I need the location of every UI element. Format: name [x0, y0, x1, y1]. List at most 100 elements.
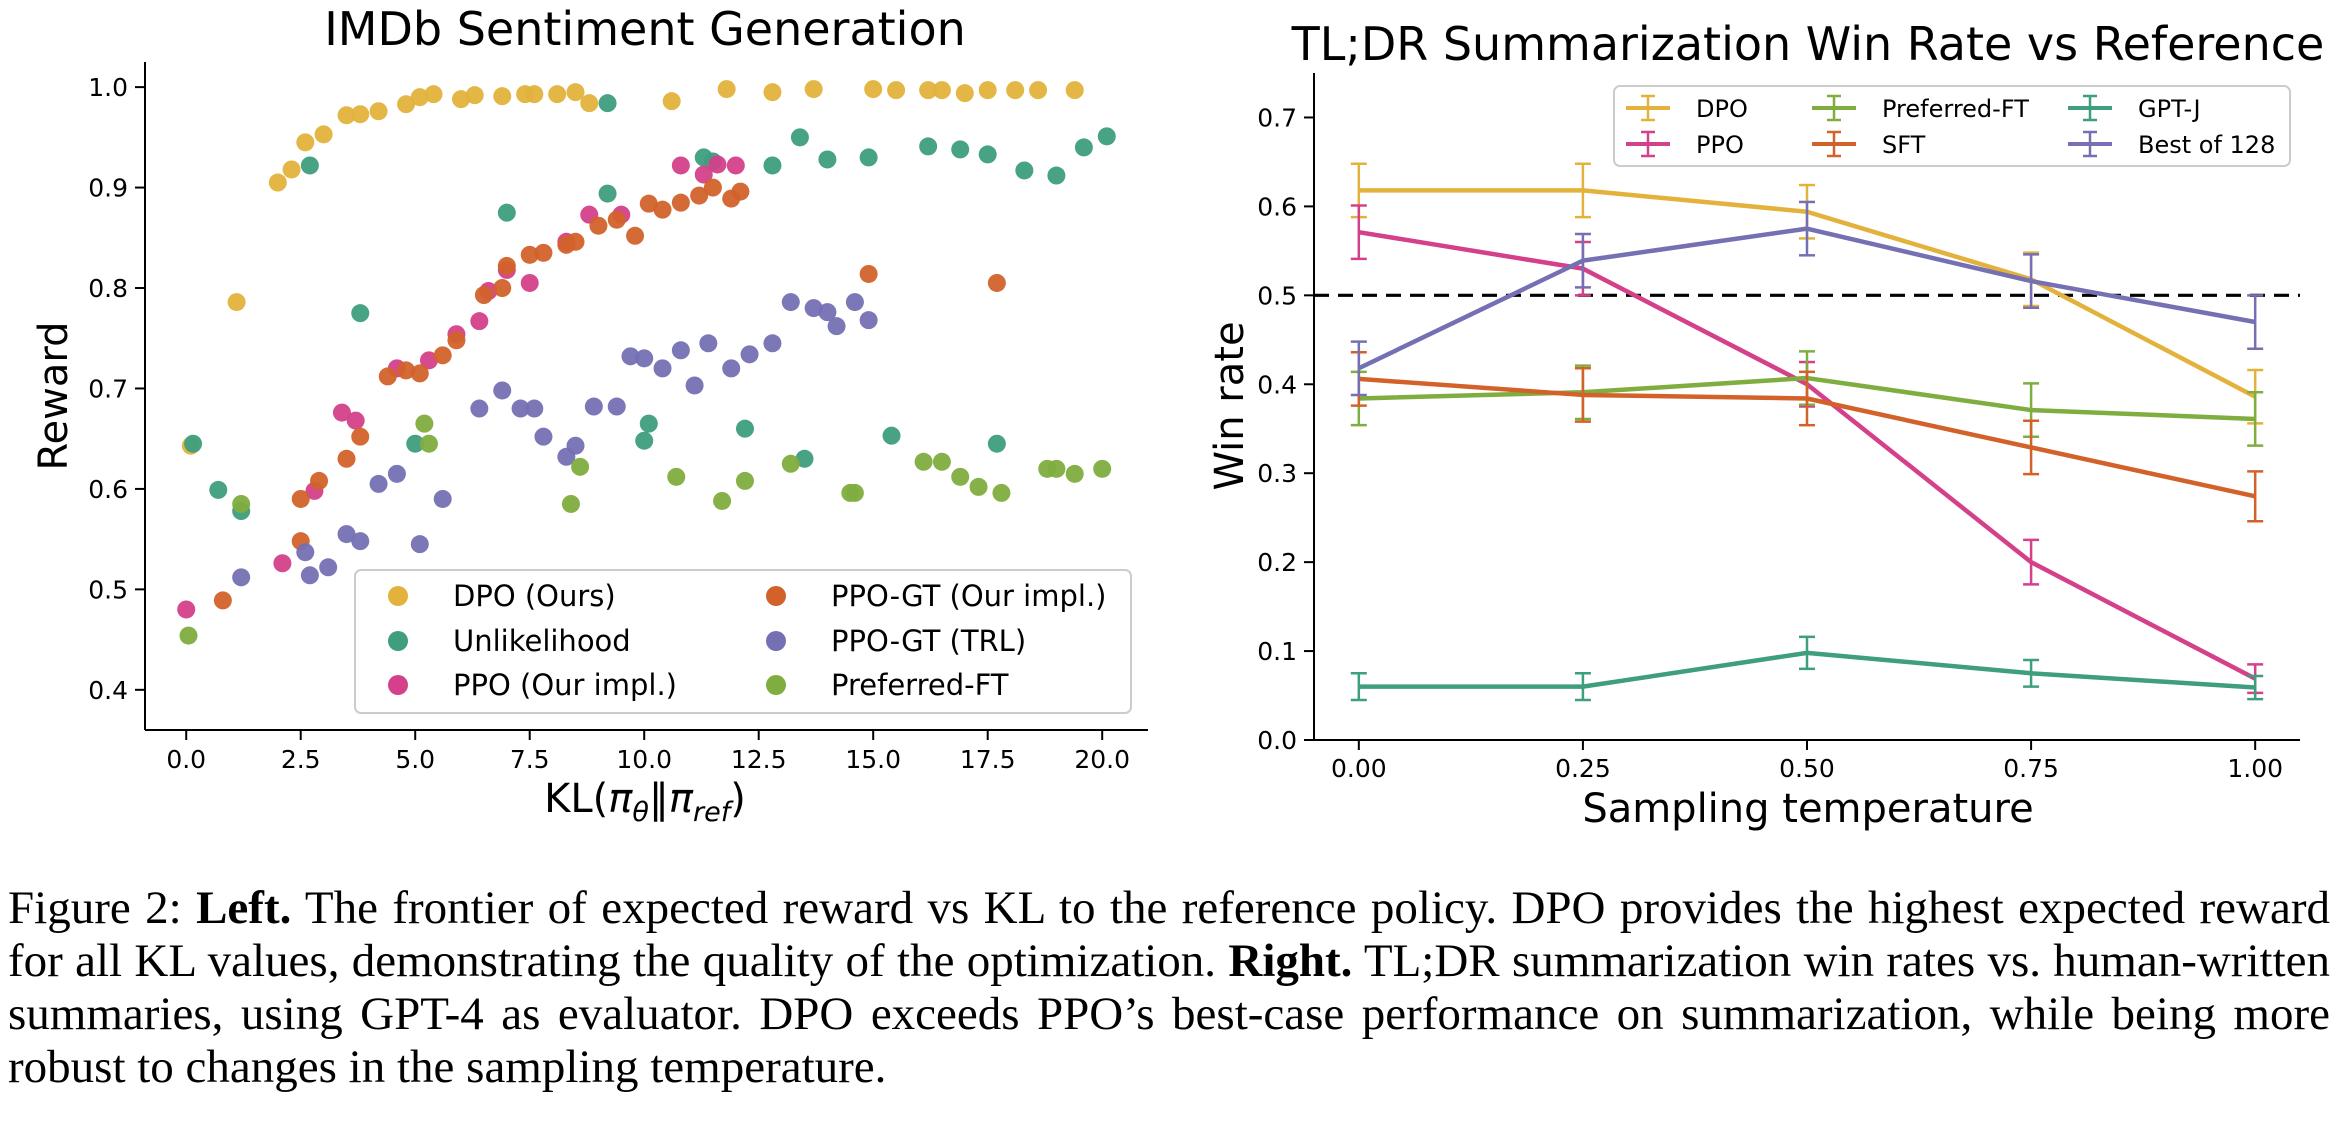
tldr-y-ticks: 0.0 0.1 0.2 0.3 0.4 0.5 0.6 0.7 — [1257, 103, 1314, 755]
dpo-ours-point — [978, 81, 997, 100]
imdb-y-tick-label: 0.6 — [88, 475, 128, 504]
ppo-gt-our-impl-point — [291, 489, 310, 508]
ppo-gt-trl-point — [607, 397, 626, 416]
unlikelihood-point — [978, 145, 997, 164]
dpo-ours-point — [919, 81, 938, 100]
tldr-y-tick-label: 0.7 — [1257, 103, 1297, 132]
unlikelihood-point — [1074, 138, 1093, 157]
dpo-ours-point — [351, 105, 370, 124]
dpo-ours-point — [268, 173, 287, 192]
unlikelihood-point — [735, 419, 754, 438]
sft-error-bar — [1574, 367, 1591, 423]
dpo-ours-point — [369, 102, 388, 121]
imdb-y-tick-label: 0.7 — [88, 374, 128, 403]
preferred-ft-point — [845, 483, 864, 502]
tldr-legend-entries: DPO PPO Preferred-FT SFT GPT-J Best of 128 — [1626, 94, 2275, 159]
unlikelihood-point — [1047, 166, 1066, 185]
ppo-our-impl-point — [726, 156, 745, 175]
unlikelihood-point — [300, 156, 319, 175]
unlikelihood-point — [987, 434, 1006, 453]
ppo-gt-trl-point — [410, 535, 429, 554]
ppo-gt-trl-point — [827, 317, 846, 336]
ppo-our-impl-point — [708, 155, 727, 174]
preferred-ft-point — [781, 454, 800, 473]
ppo-gt-trl-point — [763, 334, 782, 353]
best-of-128-error-bar — [2247, 294, 2264, 350]
dpo-ours-point — [397, 95, 416, 114]
ppo-gt-our-impl-point — [447, 331, 466, 350]
dpo-ours-point — [465, 86, 484, 105]
imdb-y-tick-label: 1.0 — [88, 73, 128, 102]
ppo-gt-trl-point — [781, 293, 800, 312]
ppo-gt-our-impl-point — [433, 346, 452, 365]
ppo-gt-trl-point — [699, 334, 718, 353]
tldr-legend-marker — [1812, 130, 1856, 158]
tldr-y-tick-label: 0.5 — [1257, 281, 1297, 310]
ppo-gt-trl-point — [804, 299, 823, 318]
preferred-ft-point — [571, 457, 590, 476]
dpo-ours-point — [932, 81, 951, 100]
ppo-error-bar — [1350, 204, 1367, 261]
ppo-gt-our-impl-point — [589, 216, 608, 235]
unlikelihood-point — [951, 140, 970, 159]
ppo-gt-trl-point — [584, 397, 603, 416]
dpo-ours-point — [525, 85, 544, 104]
ppo-gt-our-impl-point — [703, 178, 722, 197]
tldr-x-label: Sampling temperature — [1582, 786, 2033, 832]
tldr-y-label: Win rate — [1207, 321, 1253, 490]
tldr-legend-marker — [2068, 130, 2112, 158]
imdb-legend-marker — [766, 631, 786, 651]
ppo-gt-our-impl-point — [534, 243, 553, 262]
tldr-y-tick-label: 0.4 — [1257, 370, 1297, 399]
ppo-gt-our-impl-point — [639, 194, 658, 213]
ppo-our-impl-point — [671, 156, 690, 175]
gpt-j-error-bar — [2023, 658, 2040, 688]
dpo-ours-point — [864, 80, 883, 99]
tldr-legend-marker — [1626, 130, 1670, 158]
tldr-legend-label: DPO — [1696, 95, 1748, 123]
preferred-ft-point — [713, 491, 732, 510]
imdb-legend-marker — [766, 586, 786, 606]
unlikelihood-point — [1015, 161, 1034, 180]
tldr-x-tick-label: 1.00 — [2227, 754, 2283, 783]
preferred-ft-point — [561, 494, 580, 513]
ppo-gt-our-impl-point — [859, 264, 878, 283]
imdb-chart-title: IMDb Sentiment Generation — [324, 2, 966, 56]
ppo-gt-our-impl-point — [378, 367, 397, 386]
preferred-ft-point — [914, 452, 933, 471]
ppo-gt-our-impl-point — [671, 193, 690, 212]
unlikelihood-point — [598, 94, 617, 113]
preferred-ft-point — [1047, 459, 1066, 478]
tldr-chart: TL;DR Summarization Win Rate vs Referenc… — [1207, 17, 2324, 832]
tldr-y-tick-label: 0.0 — [1257, 726, 1297, 755]
ppo-gt-our-impl-point — [566, 232, 585, 251]
ppo-gt-our-impl-point — [731, 182, 750, 201]
imdb-legend-label: PPO (Our impl.) — [453, 668, 677, 702]
tldr-legend-marker — [1812, 94, 1856, 122]
unlikelihood-point — [1097, 127, 1116, 146]
tldr-chart-title: TL;DR Summarization Win Rate vs Referenc… — [1291, 17, 2325, 71]
tldr-legend-marker — [2068, 94, 2112, 122]
imdb-legend-box — [354, 569, 1132, 714]
caption-right-text: TL;DR summarization win rates vs. human-… — [8, 935, 2330, 1093]
unlikelihood-point — [635, 431, 654, 450]
figure-caption: Figure 2: Left. The frontier of expected… — [8, 882, 2330, 1094]
dpo-ours-point — [763, 83, 782, 102]
ppo-error-bar — [2023, 538, 2040, 586]
dpo-ours-point — [1065, 81, 1084, 100]
ppo-gt-our-impl-point — [607, 210, 626, 229]
unlikelihood-point — [184, 434, 203, 453]
preferred-ft-point — [667, 467, 686, 486]
dpo-ours-point — [493, 87, 512, 106]
imdb-x-tick-label: 0.0 — [166, 745, 206, 774]
tldr-series — [1350, 162, 2264, 702]
preferred-ft-point — [1065, 464, 1084, 483]
ppo-gt-our-impl-point — [410, 364, 429, 383]
preferred-ft-point — [992, 483, 1011, 502]
imdb-x-tick-label: 10.0 — [616, 745, 672, 774]
dpo-ours-point — [410, 88, 429, 107]
tldr-legend-box — [1613, 85, 2291, 167]
best-of-128-error-bar — [1799, 200, 1815, 257]
ppo-gt-trl-point — [534, 427, 553, 446]
